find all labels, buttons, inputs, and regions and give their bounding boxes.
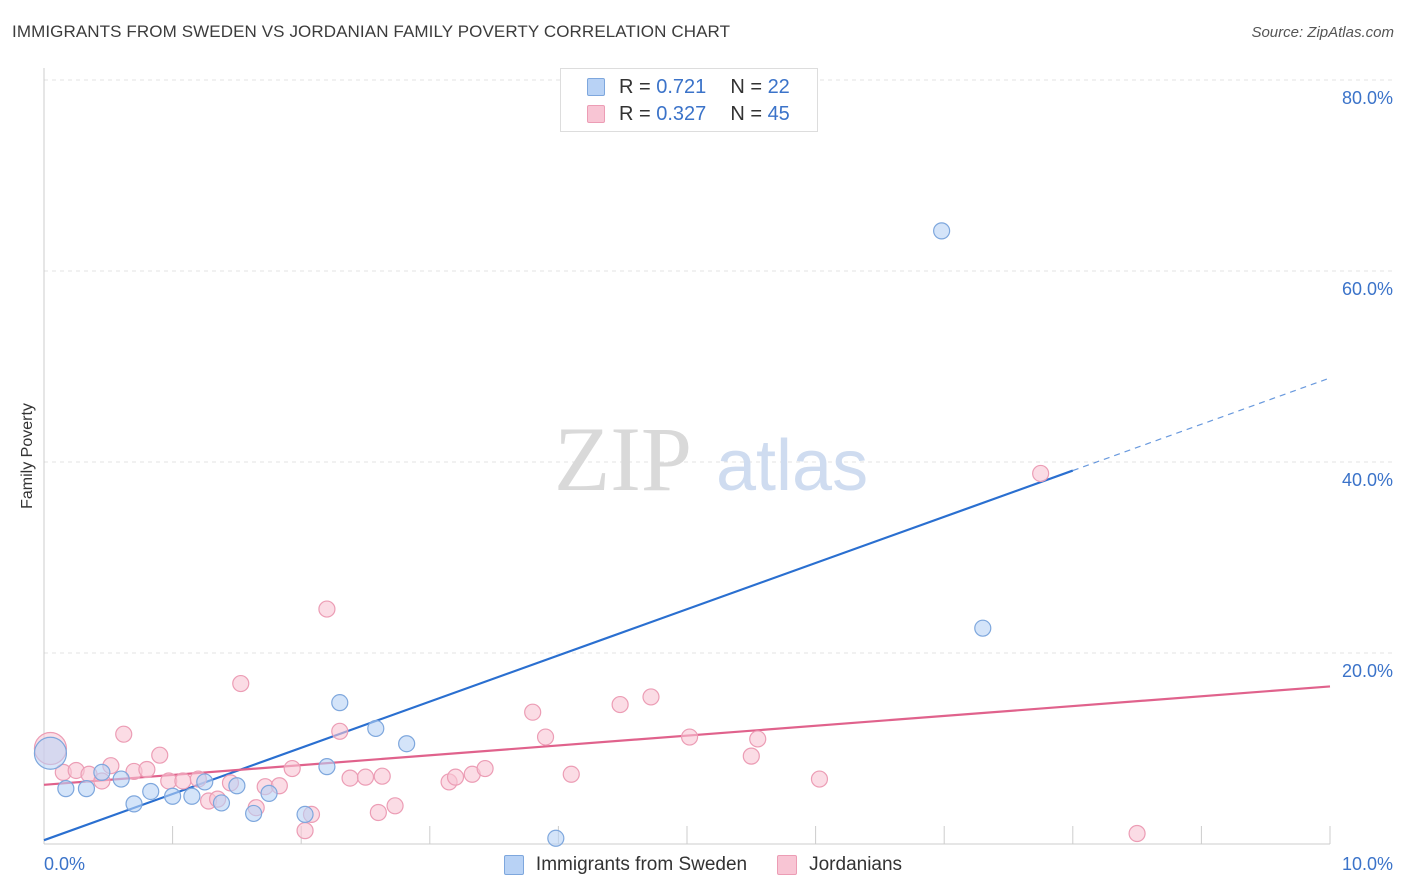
data-point-jordanians [742,747,760,765]
data-point-jordanians [524,703,542,721]
data-point-sweden [933,222,951,240]
data-point-sweden [57,780,75,798]
data-point-jordanians [232,674,250,693]
trend-line-sweden-extension [1072,377,1331,472]
data-point-sweden [547,829,565,847]
data-point-jordanians [749,730,767,748]
data-point-sweden [77,780,96,798]
x-tick-label: 10.0% [1342,854,1393,874]
data-point-sweden [974,619,992,637]
legend-item-sweden[interactable]: Immigrants from Sweden [503,854,748,876]
data-point-sweden [367,719,385,738]
legend-n-value-jordanians: 45 [767,102,790,125]
data-point-jordanians [476,759,494,778]
data-point-sweden [318,758,336,776]
legend-n-label: N = [730,75,762,98]
points-layer [33,222,1146,847]
data-point-sweden [125,795,143,813]
data-point-sweden [33,736,68,770]
source-label: Source: ZipAtlas.com [1251,24,1394,41]
data-point-sweden [245,804,263,823]
data-point-sweden [260,784,278,802]
data-point-sweden [93,763,111,781]
legend-row-jordanians: R = 0.327 N = 45 [587,102,790,126]
data-point-jordanians [283,759,301,778]
tick-labels: 20.0% 40.0% 60.0% 80.0% 0.0% 10.0% [44,88,1393,874]
data-point-jordanians [446,768,465,786]
legend-row-sweden: R = 0.721 N = 22 [587,75,790,99]
data-point-sweden [196,773,214,791]
data-point-sweden [183,787,201,805]
data-point-jordanians [680,728,699,746]
data-point-jordanians [115,725,133,743]
data-point-sweden [296,805,314,823]
legend-label-jordanians: Jordanians [809,854,903,875]
chart-title: IMMIGRANTS FROM SWEDEN VS JORDANIAN FAMI… [12,22,731,41]
legend-item-jordanians[interactable]: Jordanians [777,854,902,876]
y-axis-label: Family Poverty [19,403,36,509]
data-point-jordanians [356,768,375,786]
trend-line-sweden [43,469,1074,842]
watermark-zip: ZIP [554,408,692,510]
data-point-jordanians [341,769,359,787]
data-point-sweden [398,735,416,753]
data-point-jordanians [331,722,349,740]
legend-swatch-pink [587,105,605,123]
legend-swatch-blue [587,78,605,96]
legend-n-label: N = [730,102,762,125]
data-point-sweden [142,782,160,801]
data-point-jordanians [151,746,169,764]
data-point-jordanians [174,772,192,790]
series-legend: Immigrants from Sweden Jordanians [0,852,1406,878]
legend-r-label: R = [619,75,651,98]
data-point-jordanians [296,822,314,840]
data-point-jordanians [373,767,391,785]
data-point-sweden [164,787,182,805]
legend-n-value-sweden: 22 [767,75,790,98]
x-tick-label: 0.0% [44,854,85,874]
data-point-sweden [331,694,349,712]
watermark: ZIP atlas [554,408,868,510]
grid-layer [44,79,1392,654]
data-point-jordanians [810,770,829,788]
data-point-jordanians [138,760,156,779]
y-tick-label: 60.0% [1342,279,1393,299]
y-tick-label: 20.0% [1342,661,1393,681]
data-point-jordanians [369,803,387,822]
data-point-jordanians [318,600,336,618]
data-point-sweden [212,794,231,812]
legend-swatch-blue [503,855,524,875]
data-point-sweden [112,770,130,788]
y-tick-label: 80.0% [1342,88,1393,108]
data-point-jordanians [611,695,629,714]
legend-r-value-jordanians: 0.327 [656,102,707,125]
data-point-jordanians [562,765,580,783]
correlation-legend: R = 0.721 N = 22 R = 0.327 N = 45 [560,68,818,132]
legend-swatch-pink [777,855,798,875]
watermark-atlas: atlas [716,426,868,506]
data-point-jordanians [536,728,555,746]
data-point-jordanians [1032,464,1050,483]
legend-r-value-sweden: 0.721 [656,75,707,98]
data-point-sweden [228,777,246,795]
data-point-jordanians [386,797,404,815]
data-point-jordanians [1128,824,1146,843]
legend-r-label: R = [619,102,651,125]
y-tick-label: 40.0% [1342,470,1393,490]
legend-label-sweden: Immigrants from Sweden [535,854,748,875]
data-point-jordanians [642,688,660,706]
